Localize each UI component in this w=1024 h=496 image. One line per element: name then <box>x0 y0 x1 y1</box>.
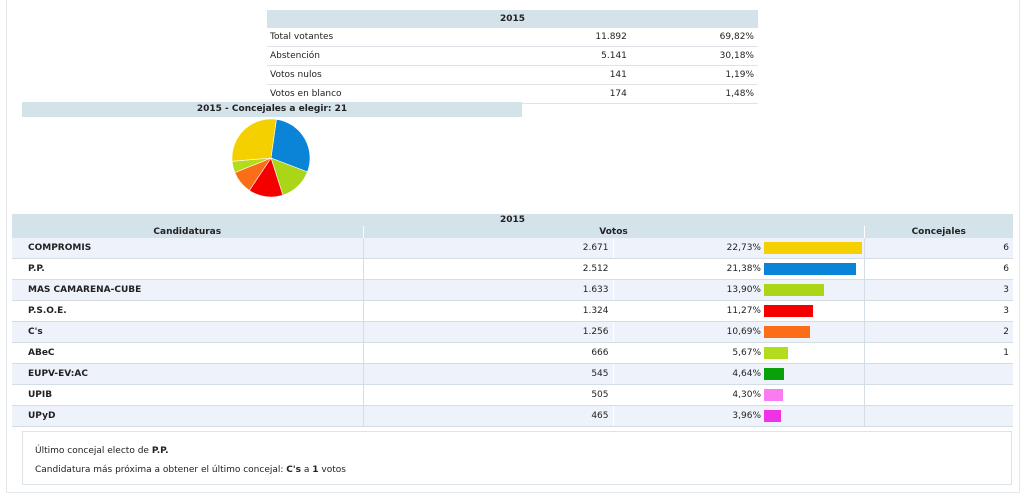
party-pct: 3,96% <box>612 405 763 427</box>
party-votes: 2.671 <box>363 238 613 259</box>
last-seat-party: P.P. <box>151 446 169 456</box>
vote-bar <box>764 389 783 401</box>
turnout-label: Votos en blanco <box>267 84 513 104</box>
vote-bar <box>764 242 862 254</box>
party-seats: 3 <box>864 300 1013 322</box>
party-name: UPIB <box>12 384 364 406</box>
party-pct: 21,38% <box>612 258 763 280</box>
pie-title: 2015 - Concejales a elegir: 21 <box>22 102 522 117</box>
results-table: 2015 Candidaturas Votos Concejales COMPR… <box>12 214 1013 427</box>
party-votes: 465 <box>363 405 613 427</box>
party-seats <box>864 363 1013 385</box>
vote-bar <box>764 284 824 296</box>
col-votos: Votos <box>362 226 864 238</box>
turnout-count: 11.892 <box>512 28 631 47</box>
party-name: C's <box>12 321 364 343</box>
note-text: votos <box>318 465 346 475</box>
vote-bar <box>764 347 789 359</box>
result-row: MAS CAMARENA-CUBE 1.633 13,90% 3 <box>12 279 1013 301</box>
party-seats: 1 <box>864 342 1013 364</box>
party-seats <box>864 405 1013 427</box>
result-row: UPIB 505 4,30% <box>12 384 1013 406</box>
seats-pie-chart <box>231 118 311 198</box>
party-pct: 22,73% <box>612 238 763 259</box>
party-pct: 10,69% <box>612 321 763 343</box>
party-pct: 4,30% <box>612 384 763 406</box>
result-row: P.P. 2.512 21,38% 6 <box>12 258 1013 280</box>
party-votes: 1.324 <box>363 300 613 322</box>
results-year: 2015 <box>12 214 1013 226</box>
note-text: Último concejal electo de <box>35 446 152 456</box>
votes-gap: 1 <box>312 465 319 475</box>
party-seats: 6 <box>864 258 1013 280</box>
turnout-label: Total votantes <box>267 28 513 47</box>
party-name: MAS CAMARENA-CUBE <box>12 279 364 301</box>
result-row: C's 1.256 10,69% 2 <box>12 321 1013 343</box>
vote-bar <box>764 305 813 317</box>
turnout-row: Votos en blanco 174 1,48% <box>267 84 758 104</box>
turnout-row: Votos nulos 141 1,19% <box>267 65 758 85</box>
turnout-pct: 30,18% <box>630 46 758 66</box>
vote-bar <box>764 410 782 422</box>
turnout-pct: 69,82% <box>630 28 758 47</box>
party-name: COMPROMIS <box>12 238 364 259</box>
party-seats: 2 <box>864 321 1013 343</box>
turnout-count: 5.141 <box>512 46 631 66</box>
turnout-table: 2015 Total votantes 11.892 69,82% Abstenció… <box>267 10 758 104</box>
turnout-label: Abstención <box>267 46 513 66</box>
next-seat-line: Candidatura más próxima a obtener el últ… <box>35 465 346 475</box>
page-frame <box>6 0 1020 493</box>
party-seats <box>864 384 1013 406</box>
turnout-row: Total votantes 11.892 69,82% <box>267 28 758 47</box>
result-row: COMPROMIS 2.671 22,73% 6 <box>12 238 1013 259</box>
col-concejales: Concejales <box>863 226 1013 238</box>
party-name: P.S.O.E. <box>12 300 364 322</box>
party-pct: 4,64% <box>612 363 763 385</box>
party-name: ABeC <box>12 342 364 364</box>
result-row: P.S.O.E. 1.324 11,27% 3 <box>12 300 1013 322</box>
result-row: UPyD 465 3,96% <box>12 405 1013 427</box>
party-votes: 505 <box>363 384 613 406</box>
turnout-label: Votos nulos <box>267 65 513 85</box>
party-votes: 2.512 <box>363 258 613 280</box>
party-pct: 13,90% <box>612 279 763 301</box>
last-seat-line: Último concejal electo de P.P. <box>35 446 169 456</box>
party-name: EUPV-EV:AC <box>12 363 364 385</box>
turnout-row: Abstención 5.141 30,18% <box>267 46 758 66</box>
next-seat-party: C's <box>286 465 302 475</box>
pie-slice <box>231 118 277 162</box>
vote-bar <box>764 368 784 380</box>
party-votes: 666 <box>363 342 613 364</box>
col-candidaturas: Candidaturas <box>12 226 363 238</box>
vote-bar <box>764 263 857 275</box>
note-text: Candidatura más próxima a obtener el últ… <box>35 465 287 475</box>
party-votes: 545 <box>363 363 613 385</box>
result-row: EUPV-EV:AC 545 4,64% <box>12 363 1013 385</box>
turnout-count: 174 <box>512 84 631 104</box>
party-votes: 1.256 <box>363 321 613 343</box>
party-votes: 1.633 <box>363 279 613 301</box>
party-seats: 6 <box>864 238 1013 259</box>
result-row: ABeC 666 5,67% 1 <box>12 342 1013 364</box>
turnout-pct: 1,19% <box>630 65 758 85</box>
note-text: a <box>301 465 313 475</box>
vote-bar <box>764 326 811 338</box>
party-pct: 5,67% <box>612 342 763 364</box>
party-name: P.P. <box>12 258 364 280</box>
turnout-year: 2015 <box>267 10 758 28</box>
party-pct: 11,27% <box>612 300 763 322</box>
last-seat-note: Último concejal electo de P.P. Candidatu… <box>22 431 1012 485</box>
party-seats: 3 <box>864 279 1013 301</box>
turnout-count: 141 <box>512 65 631 85</box>
party-name: UPyD <box>12 405 364 427</box>
pie-slice <box>270 119 311 173</box>
turnout-pct: 1,48% <box>630 84 758 104</box>
